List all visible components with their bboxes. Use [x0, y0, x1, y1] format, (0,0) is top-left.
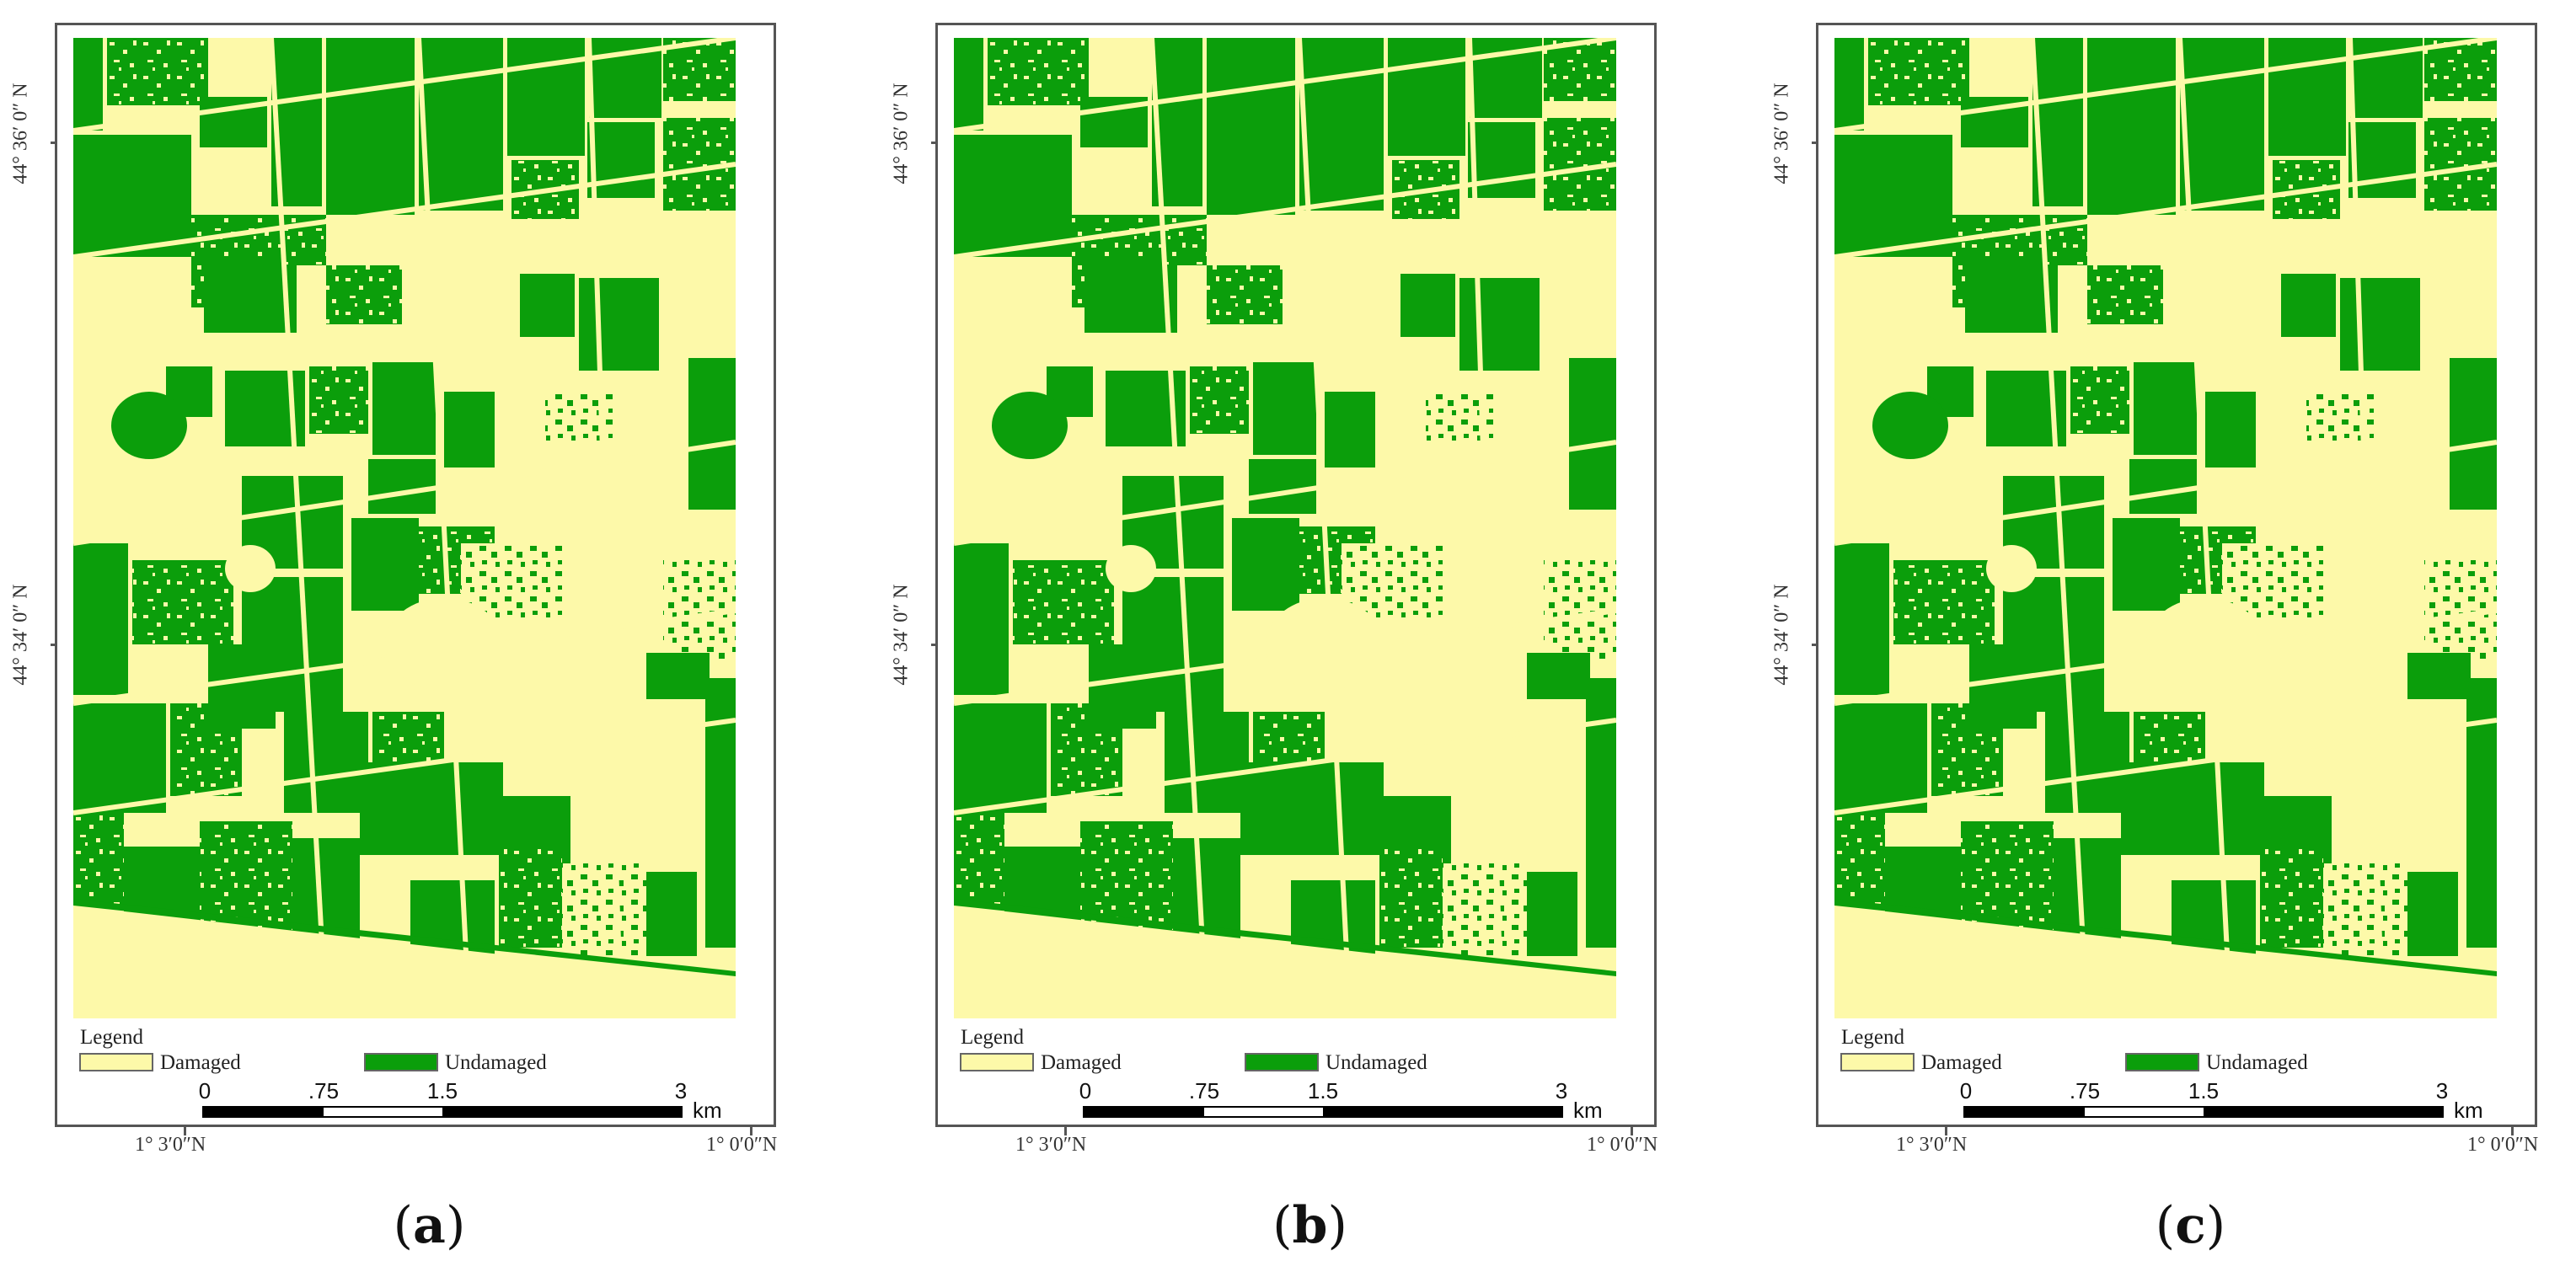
- scale-tick-label: 3: [1555, 1078, 1568, 1103]
- legend-title: Legend: [961, 1026, 1024, 1049]
- scale-tick-label: 0: [1959, 1078, 1973, 1103]
- scale-unit: km: [1573, 1098, 1603, 1123]
- scale-tick-label: 0: [198, 1078, 212, 1103]
- lon-tick: [1064, 1127, 1067, 1135]
- lat-tick: [51, 142, 57, 144]
- legend-title: Legend: [1841, 1026, 1904, 1049]
- lon-tick: [184, 1127, 186, 1135]
- scale-unit: km: [2454, 1098, 2483, 1123]
- scale-tick-label: 1.5: [1307, 1078, 1339, 1103]
- damage-map: [954, 38, 1616, 1018]
- longitude-label-right: 1° 0′0″N: [706, 1134, 778, 1156]
- map-panel-c: 44° 36′ 0″ N 44° 34′ 0″ N 1° 3′0″N 1° 0′…: [1761, 0, 2576, 1277]
- lon-tick: [750, 1127, 752, 1135]
- longitude-label-left: 1° 3′0″N: [135, 1134, 206, 1156]
- scale-tick-label: 1.5: [426, 1078, 458, 1103]
- lat-tick: [1812, 644, 1818, 646]
- scale-bar: [202, 1106, 683, 1118]
- legend-label-undamaged: Undamaged: [1325, 1051, 1427, 1074]
- legend-swatch-damaged: [960, 1053, 1034, 1071]
- scale-tick-label: .75: [1188, 1078, 1220, 1103]
- legend-swatch-damaged: [79, 1053, 153, 1071]
- panel-caption: (b): [1272, 1196, 1347, 1255]
- scale-tick-label: 1.5: [2188, 1078, 2220, 1103]
- map-panel-b: 44° 36′ 0″ N 44° 34′ 0″ N 1° 3′0″N 1° 0′…: [881, 0, 1739, 1277]
- longitude-label-left: 1° 3′0″N: [1896, 1134, 1968, 1156]
- latitude-label-bottom: 44° 34′ 0″ N: [1770, 584, 1793, 686]
- latitude-label-top: 44° 36′ 0″ N: [9, 83, 32, 184]
- panel-caption: (c): [2155, 1196, 2226, 1255]
- scale-tick-label: 3: [674, 1078, 688, 1103]
- lat-tick: [931, 644, 938, 646]
- damage-map: [73, 38, 736, 1018]
- longitude-label-left: 1° 3′0″N: [1015, 1134, 1087, 1156]
- legend-label-undamaged: Undamaged: [445, 1051, 547, 1074]
- scale-unit: km: [693, 1098, 722, 1123]
- legend-label-damaged: Damaged: [160, 1051, 241, 1074]
- lat-tick: [1812, 142, 1818, 144]
- lon-tick: [1945, 1127, 1947, 1135]
- longitude-label-right: 1° 0′0″N: [2467, 1134, 2539, 1156]
- legend-swatch-undamaged: [364, 1053, 438, 1071]
- scale-tick-label: 3: [2435, 1078, 2449, 1103]
- longitude-label-right: 1° 0′0″N: [1587, 1134, 1658, 1156]
- latitude-label-top: 44° 36′ 0″ N: [890, 83, 913, 184]
- legend-label-damaged: Damaged: [1041, 1051, 1122, 1074]
- lat-tick: [931, 142, 938, 144]
- scale-bar: [1963, 1106, 2444, 1118]
- legend-swatch-undamaged: [2125, 1053, 2199, 1071]
- panel-caption: (a): [393, 1196, 466, 1255]
- lon-tick: [1631, 1127, 1633, 1135]
- legend-label-damaged: Damaged: [1921, 1051, 2002, 1074]
- legend-title: Legend: [80, 1026, 143, 1049]
- damage-map: [1834, 38, 2497, 1018]
- lat-tick: [51, 644, 57, 646]
- latitude-label-bottom: 44° 34′ 0″ N: [9, 584, 32, 686]
- latitude-label-bottom: 44° 34′ 0″ N: [890, 584, 913, 686]
- legend-swatch-damaged: [1840, 1053, 1915, 1071]
- scale-tick-label: 0: [1079, 1078, 1092, 1103]
- scale-tick-label: .75: [2069, 1078, 2101, 1103]
- lon-tick: [2511, 1127, 2514, 1135]
- map-panel-a: 44° 36′ 0″ N 44° 34′ 0″ N 1° 3′0″N 1° 0′…: [0, 0, 859, 1277]
- scale-bar: [1083, 1106, 1563, 1118]
- legend-swatch-undamaged: [1245, 1053, 1319, 1071]
- latitude-label-top: 44° 36′ 0″ N: [1770, 83, 1793, 184]
- legend-label-undamaged: Undamaged: [2206, 1051, 2308, 1074]
- scale-tick-label: .75: [308, 1078, 340, 1103]
